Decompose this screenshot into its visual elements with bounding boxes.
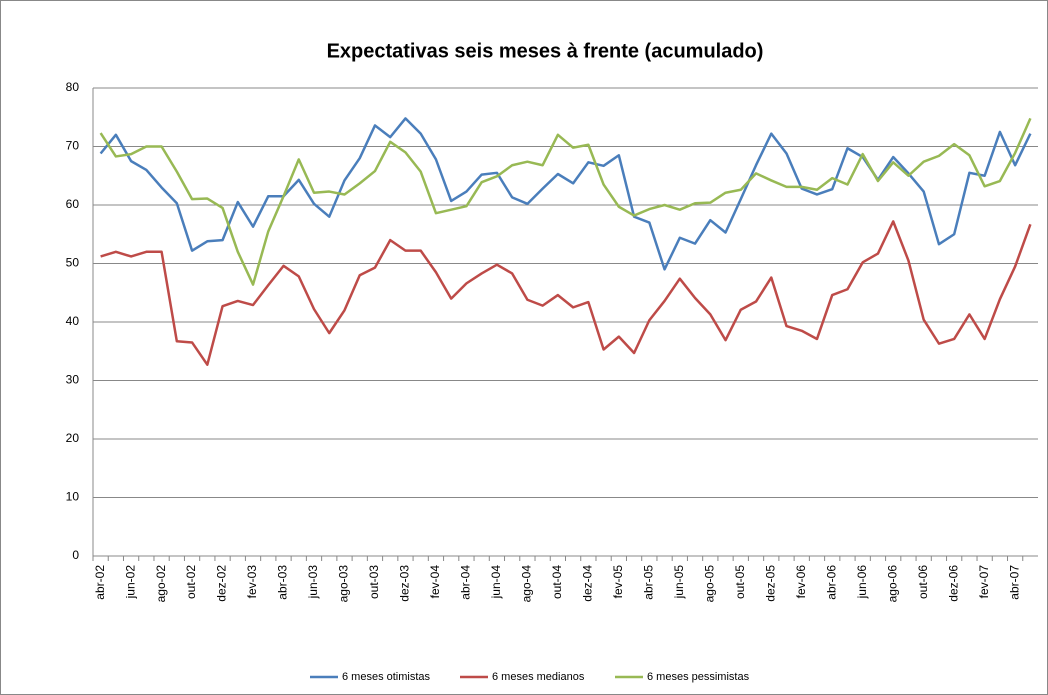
legend-label: 6 meses pessimistas — [647, 671, 750, 683]
x-tick-label: ago-04 — [520, 565, 534, 603]
x-tick-label: abr-03 — [276, 565, 290, 600]
x-tick-label: dez-04 — [581, 565, 595, 602]
y-tick-label: 70 — [66, 139, 80, 153]
x-tick-label: out-05 — [733, 565, 747, 599]
chart-title: Expectativas seis meses à frente (acumul… — [327, 40, 764, 62]
x-tick-label: fev-03 — [245, 565, 259, 599]
y-tick-label: 30 — [66, 373, 80, 387]
x-tick-label: jun-04 — [489, 565, 503, 600]
x-tick-label: jun-03 — [306, 565, 320, 600]
x-tick-label: ago-02 — [154, 565, 168, 603]
x-tick-label: ago-03 — [337, 565, 351, 603]
x-tick-label: dez-06 — [946, 565, 960, 602]
y-tick-label: 60 — [66, 197, 80, 211]
y-tick-label: 20 — [66, 431, 80, 445]
y-tick-label: 10 — [66, 490, 80, 504]
series-line — [100, 220, 1032, 366]
series-line — [99, 117, 1032, 286]
x-tick-label: fev-05 — [611, 565, 625, 599]
x-tick-label: ago-06 — [885, 565, 899, 603]
x-tick-label: out-03 — [367, 565, 381, 599]
x-tick-label: out-02 — [184, 565, 198, 599]
y-tick-label: 80 — [66, 80, 80, 94]
x-tick-label: dez-02 — [215, 565, 229, 602]
x-tick-label: abr-02 — [93, 565, 107, 600]
x-tick-label: fev-06 — [794, 565, 808, 599]
y-tick-label: 50 — [66, 256, 80, 270]
x-tick-label: ago-05 — [702, 565, 716, 603]
x-tick-label: out-04 — [550, 565, 564, 599]
y-tick-label: 40 — [66, 314, 80, 328]
x-tick-label: fev-04 — [428, 565, 442, 599]
y-tick-label: 0 — [72, 548, 79, 562]
x-tick-label: abr-05 — [642, 565, 656, 600]
x-tick-label: jun-02 — [123, 565, 137, 600]
x-tick-label: fev-07 — [977, 565, 991, 599]
x-tick-label: jun-05 — [672, 565, 686, 600]
x-tick-label: abr-04 — [459, 565, 473, 600]
legend-label: 6 meses otimistas — [342, 671, 431, 683]
x-tick-label: abr-07 — [1007, 565, 1021, 600]
x-tick-label: dez-05 — [763, 565, 777, 602]
legend-label: 6 meses medianos — [492, 671, 585, 683]
x-tick-label: dez-03 — [398, 565, 412, 602]
x-tick-label: jun-06 — [855, 565, 869, 600]
x-tick-label: out-06 — [916, 565, 930, 599]
x-tick-label: abr-06 — [824, 565, 838, 600]
